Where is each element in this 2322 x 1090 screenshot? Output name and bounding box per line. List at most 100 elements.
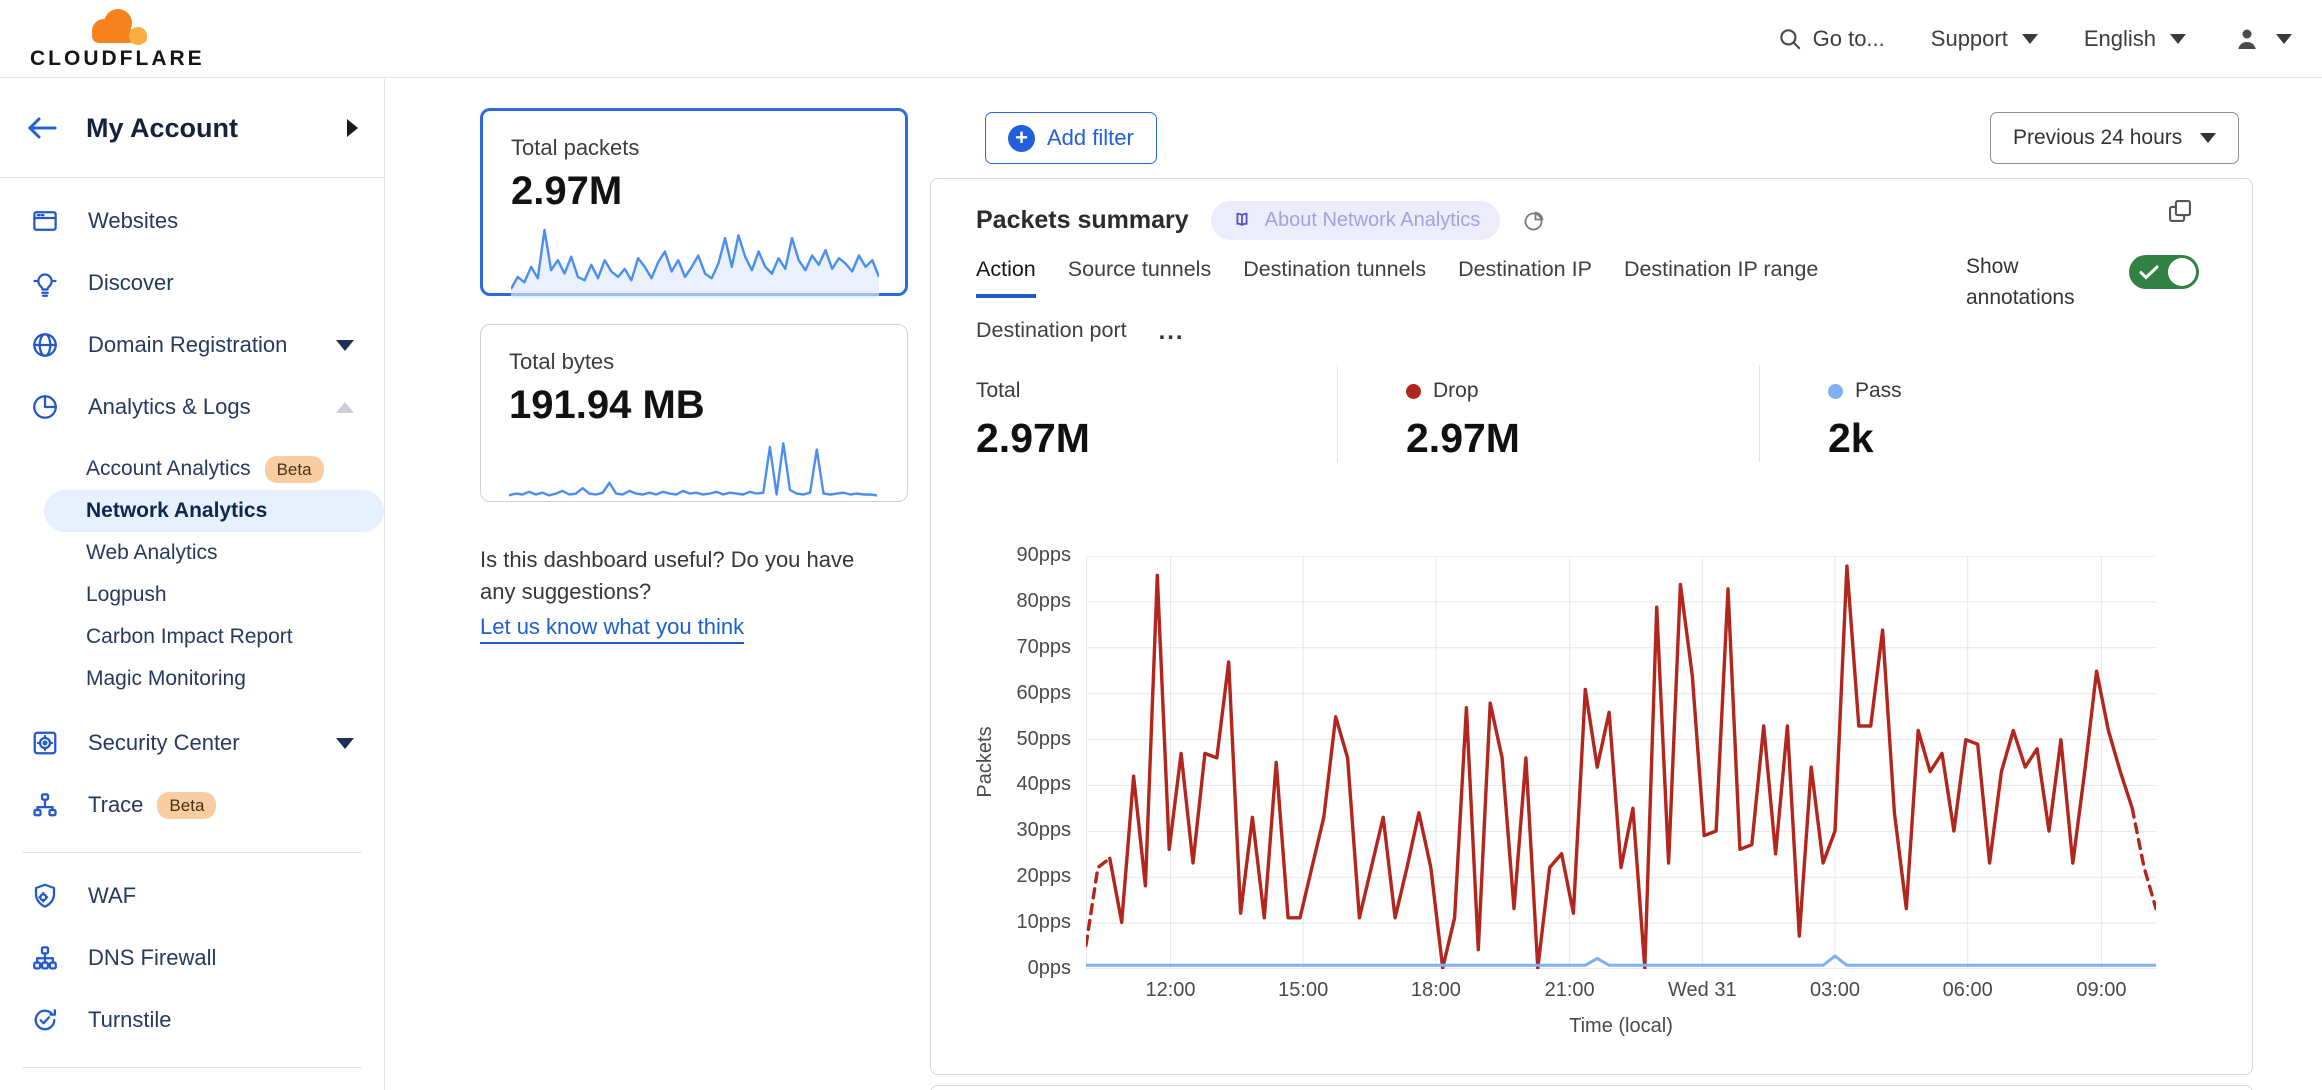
- sidebar-item-network-analytics[interactable]: Network Analytics: [44, 490, 384, 532]
- tab-destination-ip[interactable]: Destination IP: [1458, 257, 1592, 281]
- sidebar-item-label: Logpush: [86, 583, 167, 606]
- x-tick-label: Wed 31: [1668, 979, 1737, 1001]
- sidebar-item-carbon-impact-report[interactable]: Carbon Impact Report: [0, 616, 384, 658]
- account-menu[interactable]: [2232, 24, 2292, 54]
- x-tick-label: 18:00: [1410, 979, 1461, 1001]
- sidebar-item-label: Discover: [88, 270, 174, 295]
- y-tick-label: 90pps: [1016, 544, 1072, 566]
- summary-column: Total packets 2.97M Total bytes 191.94 M…: [480, 108, 908, 644]
- shield-gear-icon: [34, 883, 56, 908]
- time-range-dropdown[interactable]: Previous 24 hours: [1990, 112, 2240, 164]
- pie-chart-icon: [30, 392, 60, 422]
- y-tick-label: 30pps: [1016, 819, 1072, 842]
- y-tick-label: 60pps: [1016, 681, 1072, 704]
- top-bar: CLOUDFLARE Go to... Support English: [0, 0, 2322, 78]
- tab-destination-port[interactable]: Destination port: [976, 318, 1127, 342]
- turnstile-icon: [30, 1005, 60, 1035]
- sidebar-item-label: Turnstile: [88, 1007, 172, 1032]
- sidebar-item-label: Trace: [88, 792, 144, 817]
- dns-tree-icon: [33, 946, 57, 970]
- trace-icon: [33, 793, 57, 817]
- trace-icon: [30, 790, 60, 820]
- y-tick-label: 20pps: [1016, 865, 1072, 888]
- tab-source-tunnels[interactable]: Source tunnels: [1067, 257, 1212, 281]
- feedback-question: Is this dashboard useful? Do you have an…: [480, 547, 855, 604]
- panel-header: Packets summary About Network Analytics: [976, 201, 1546, 240]
- dns-tree-icon: [30, 943, 60, 973]
- language-menu[interactable]: English: [2084, 26, 2186, 52]
- x-tick-label: 21:00: [1544, 979, 1595, 1001]
- chevron-down-icon: [2170, 33, 2186, 44]
- chevron-right-icon[interactable]: [347, 119, 358, 137]
- legend-dot-drop: [1406, 383, 1421, 399]
- sidebar-item-label: Websites: [88, 208, 179, 233]
- globe-icon: [30, 330, 60, 360]
- sidebar-item-label: Magic Monitoring: [86, 667, 246, 690]
- pie-chart-icon[interactable]: [1522, 209, 1546, 233]
- tab-action[interactable]: Action: [976, 257, 1036, 298]
- sidebar-item-label: Domain Registration: [88, 332, 288, 357]
- sidebar-item-trace[interactable]: Trace Beta: [0, 774, 384, 836]
- chevron-up-icon: [336, 401, 354, 413]
- sidebar-item-logpush[interactable]: Logpush: [0, 574, 384, 616]
- sidebar-item-security-center[interactable]: Security Center: [0, 712, 384, 774]
- back-arrow-icon[interactable]: [26, 115, 58, 141]
- sidebar-item-web-analytics[interactable]: Web Analytics: [0, 532, 384, 574]
- sidebar-divider: [22, 852, 362, 853]
- cloudflare-cloud-icon: [92, 8, 147, 45]
- cloudflare-logo[interactable]: CLOUDFLARE: [30, 7, 205, 71]
- goto-label: Go to...: [1812, 25, 1885, 51]
- add-filter-button[interactable]: + Add filter: [985, 112, 1157, 164]
- chevron-down-icon: [336, 339, 354, 351]
- card-label: Total bytes: [509, 349, 615, 374]
- stat-pass: Pass 2k: [1759, 365, 2181, 462]
- goto-search[interactable]: Go to...: [1777, 26, 1885, 52]
- y-tick-label: 0pps: [1027, 957, 1071, 979]
- sidebar-item-magic-monitoring[interactable]: Magic Monitoring: [0, 658, 384, 700]
- sidebar-item-label: Carbon Impact Report: [86, 625, 293, 648]
- sidebar-item-account-analytics[interactable]: Account Analytics Beta: [0, 448, 384, 490]
- sidebar-item-analytics-logs[interactable]: Analytics & Logs: [0, 376, 384, 438]
- about-network-analytics-badge[interactable]: About Network Analytics: [1210, 201, 1501, 240]
- packets-sparkline: [511, 228, 879, 298]
- panel-title: Packets summary: [976, 206, 1189, 234]
- sidebar-item-dns-firewall[interactable]: DNS Firewall: [0, 927, 384, 989]
- total-packets-card[interactable]: Total packets 2.97M: [480, 108, 908, 298]
- y-axis-ticks: 90pps 80pps 70pps 60pps 50pps 40pps 30pps 20pps…: [956, 544, 1072, 979]
- sidebar-item-label: Analytics & Logs: [88, 394, 251, 419]
- toggle-knob: [2168, 258, 2196, 286]
- safe-icon: [33, 731, 57, 755]
- sidebar-item-label: Account Analytics: [86, 457, 251, 480]
- total-bytes-card[interactable]: Total bytes 191.94 MB: [480, 324, 908, 502]
- pie-chart-icon: [33, 395, 57, 419]
- sidebar-item-discover[interactable]: Discover: [0, 252, 384, 314]
- card-value: 2.97M: [511, 169, 623, 213]
- support-menu[interactable]: Support: [1931, 26, 2038, 52]
- tab-destination-tunnels[interactable]: Destination tunnels: [1243, 257, 1427, 281]
- show-annotations-toggle[interactable]: [2129, 255, 2199, 289]
- sidebar-divider: [22, 1067, 362, 1068]
- user-icon: [2238, 29, 2256, 49]
- sidebar-item-label: Network Analytics: [86, 499, 268, 522]
- sidebar-item-turnstile[interactable]: Turnstile: [0, 989, 384, 1051]
- sidebar-item-waf[interactable]: WAF: [0, 865, 384, 927]
- brand-name: CLOUDFLARE: [30, 46, 205, 70]
- more-tabs-button[interactable]: ...: [1158, 318, 1185, 345]
- card-value: 191.94 MB: [509, 383, 705, 427]
- feedback-link[interactable]: Let us know what you think: [480, 614, 745, 644]
- sidebar-item-domain-registration[interactable]: Domain Registration: [0, 314, 384, 376]
- stat-label: Total: [976, 379, 1021, 402]
- packets-chart: [1084, 555, 2158, 970]
- sidebar-item-websites[interactable]: Websites: [0, 190, 384, 252]
- sidebar-item-more[interactable]: [0, 1080, 384, 1090]
- copy-icon[interactable]: [2166, 197, 2194, 225]
- safe-icon: [30, 728, 60, 758]
- legend-dot-pass: [1828, 383, 1843, 399]
- book-icon: [1236, 212, 1248, 226]
- dimension-tabs: Action Source tunnels Destination tunnels D…: [976, 257, 1856, 358]
- beta-badge: Beta: [157, 791, 217, 819]
- about-badge-label: About Network Analytics: [1264, 209, 1481, 231]
- plus-icon: +: [1008, 124, 1035, 152]
- tab-destination-ip-range[interactable]: Destination IP range: [1623, 257, 1819, 281]
- show-annotations-label: Show annotations: [1966, 255, 2075, 309]
